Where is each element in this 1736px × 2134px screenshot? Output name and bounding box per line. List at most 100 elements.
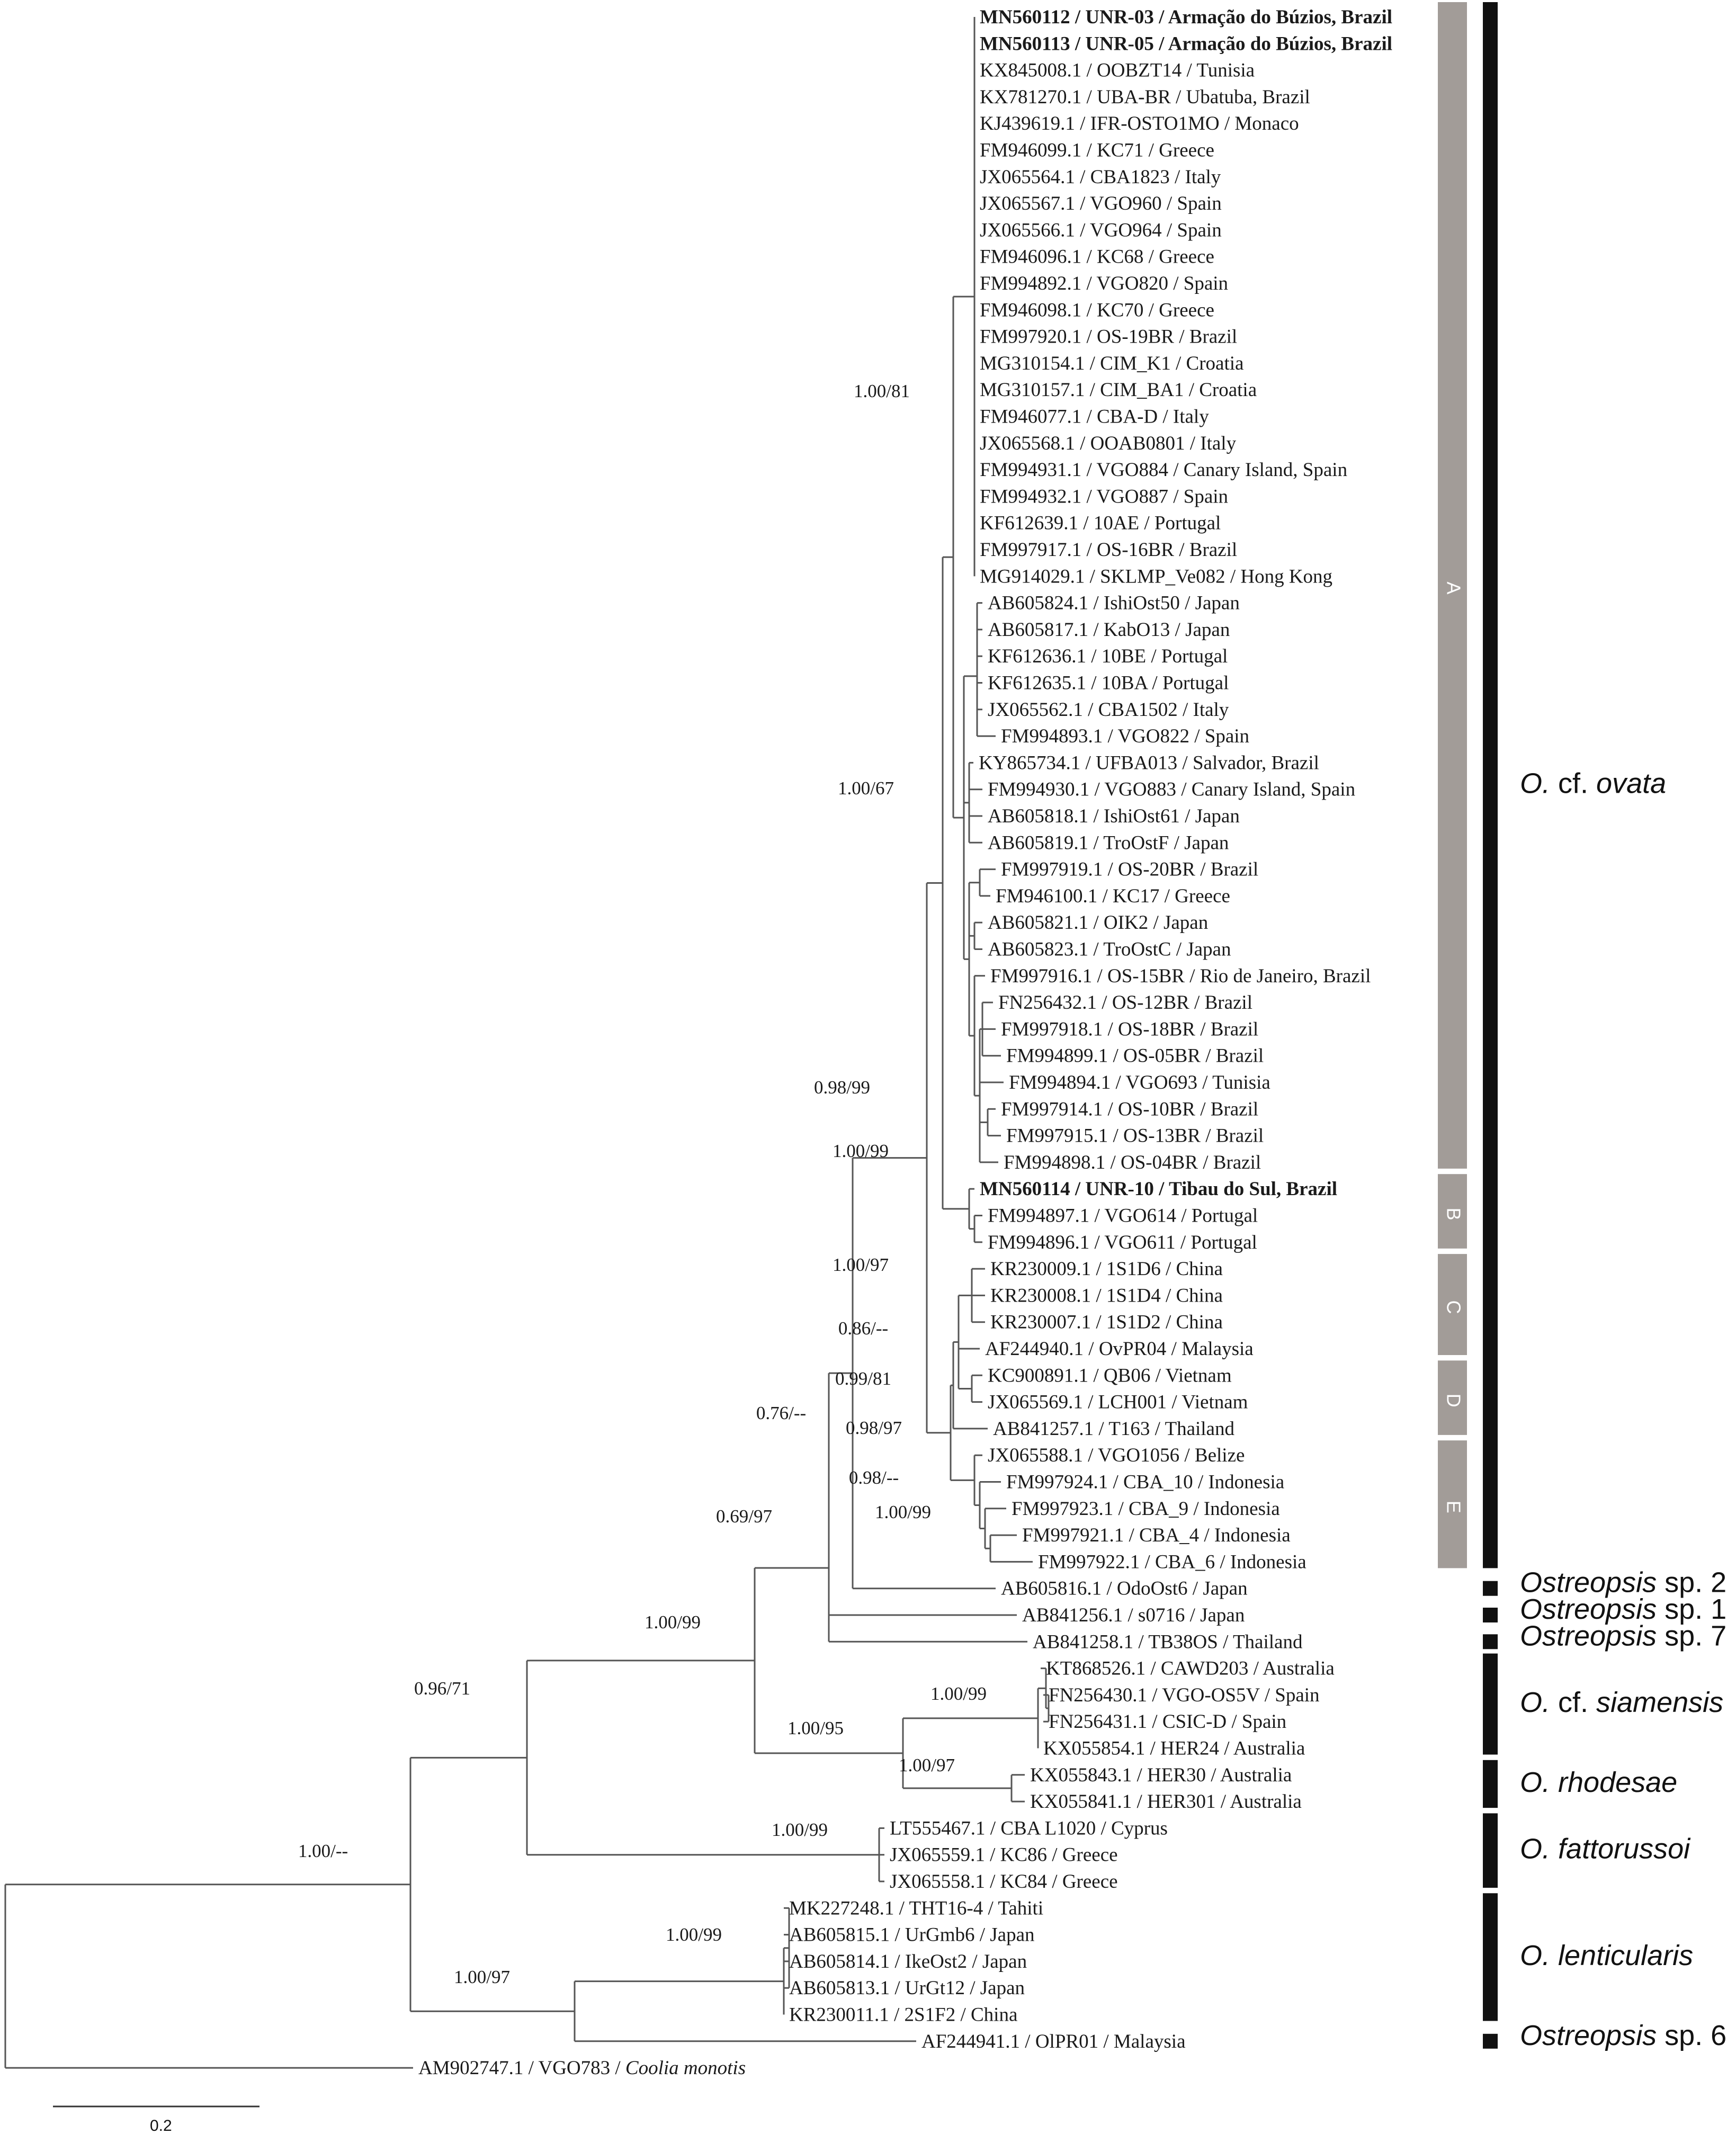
taxon-label: JX065558.1 / KC84 / Greece [890, 1871, 1118, 1893]
taxon-label: JX065567.1 / VGO960 / Spain [980, 193, 1222, 214]
taxon-label: FM994897.1 / VGO614 / Portugal [988, 1205, 1258, 1227]
group-label: Ostreopsis sp. 2 [1520, 1567, 1726, 1599]
taxon-label: AB605823.1 / TroOstC / Japan [988, 939, 1231, 961]
support-value: 1.00/99 [833, 1141, 889, 1161]
taxon-italic: Coolia monotis [625, 2057, 746, 2079]
taxon-label: KR230011.1 / 2S1F2 / China [789, 2004, 1017, 2026]
taxon-label: FM997920.1 / OS-19BR / Brazil [980, 326, 1237, 348]
taxon-label: MK227248.1 / THT16-4 / Tahiti [789, 1897, 1043, 1919]
taxon-label: FM994892.1 / VGO820 / Spain [980, 273, 1228, 294]
group-label: O. cf. ovata [1520, 768, 1666, 800]
clade-letter: D [1443, 1394, 1464, 1407]
taxon-label: FM997916.1 / OS-15BR / Rio de Janeiro, B… [990, 965, 1371, 987]
tree-branches [4, 17, 1050, 2069]
taxon-label: FM946077.1 / CBA-D / Italy [980, 406, 1209, 428]
support-value: 1.00/99 [666, 1924, 722, 1945]
taxon-label: AB841256.1 / s0716 / Japan [1022, 1604, 1245, 1626]
taxon-label: FM994930.1 / VGO883 / Canary Island, Spa… [988, 779, 1355, 801]
taxon-label: FM997915.1 / OS-13BR / Brazil [1006, 1125, 1264, 1147]
taxon-label: LT555467.1 / CBA L1020 / Cyprus [890, 1817, 1168, 1839]
taxon-label: MN560113 / UNR-05 / Armação do Búzios, B… [980, 33, 1392, 55]
group-bar [1483, 1653, 1498, 1755]
taxon-label: JX065568.1 / OOAB0801 / Italy [980, 433, 1237, 454]
taxon-label: MG310154.1 / CIM_K1 / Croatia [980, 353, 1243, 374]
taxon-label: KF612635.1 / 10BA / Portugal [988, 673, 1229, 694]
taxon-label: AB841258.1 / TB38OS / Thailand [1033, 1631, 1303, 1653]
support-value: 1.00/95 [788, 1718, 844, 1738]
group-label: Ostreopsis sp. 7 [1520, 1620, 1726, 1652]
taxon-label: FN256430.1 / VGO-OS5V / Spain [1049, 1684, 1320, 1706]
taxon-label: AB841257.1 / T163 / Thailand [993, 1418, 1234, 1440]
support-value: 0.98/99 [814, 1077, 870, 1098]
taxon-label: AF244940.1 / OvPR04 / Malaysia [985, 1338, 1254, 1360]
taxon-label: AB605819.1 / TroOstF / Japan [988, 832, 1229, 854]
taxon-label: FM997917.1 / OS-16BR / Brazil [980, 539, 1237, 561]
taxon-label: FM994894.1 / VGO693 / Tunisia [1009, 1072, 1270, 1093]
taxon-label: MN560112 / UNR-03 / Armação do Búzios, B… [980, 6, 1392, 28]
scale-bar: 0.2 [53, 2105, 259, 2134]
taxon-label: KX845008.1 / OOBZT14 / Tunisia [980, 60, 1255, 82]
clade-bar-d [1438, 1360, 1467, 1435]
taxon-label: KR230007.1 / 1S1D2 / China [990, 1312, 1223, 1333]
taxon-label: KR230008.1 / 1S1D4 / China [990, 1285, 1223, 1306]
taxon-label: FM997914.1 / OS-10BR / Brazil [1001, 1098, 1258, 1120]
support-value: 1.00/99 [875, 1502, 931, 1522]
taxon-label: KR230009.1 / 1S1D6 / China [990, 1258, 1223, 1280]
taxon-label: FM946098.1 / KC70 / Greece [980, 299, 1214, 321]
taxon-label: JX065562.1 / CBA1502 / Italy [988, 699, 1229, 721]
support-value: 0.99/81 [835, 1368, 891, 1389]
taxon-label: FM994896.1 / VGO611 / Portugal [988, 1232, 1257, 1253]
support-value: 1.00/97 [899, 1755, 955, 1776]
support-value: 0.69/97 [716, 1506, 772, 1527]
group-label: O. lenticularis [1520, 1940, 1693, 1971]
taxon-label: KX781270.1 / UBA-BR / Ubatuba, Brazil [980, 86, 1310, 108]
support-value: 1.00/99 [772, 1819, 828, 1840]
taxon-label: FM946096.1 / KC68 / Greece [980, 246, 1214, 268]
taxon-label: FM997921.1 / CBA_4 / Indonesia [1022, 1525, 1291, 1546]
taxon-label: FM997922.1 / CBA_6 / Indonesia [1038, 1551, 1307, 1573]
clade-bars: A B C D E [1438, 2, 1467, 1568]
support-value: 0.96/71 [414, 1678, 470, 1699]
support-value: 0.86/-- [838, 1318, 888, 1339]
taxon-label: MG914029.1 / SKLMP_Ve082 / Hong Kong [980, 566, 1332, 587]
support-value: 0.98/97 [846, 1418, 902, 1438]
group-label: O. cf. siamensis [1520, 1687, 1723, 1718]
taxon-label: KJ439619.1 / IFR-OSTO1MO / Monaco [980, 113, 1299, 135]
support-value: 0.76/-- [756, 1403, 806, 1423]
taxon-label: KF612639.1 / 10AE / Portugal [980, 513, 1221, 534]
taxon-label: AB605816.1 / OdoOst6 / Japan [1001, 1578, 1248, 1600]
group-bar [1483, 1608, 1498, 1622]
group-bar [1483, 1893, 1498, 2021]
taxon-label: JX065566.1 / VGO964 / Spain [980, 219, 1222, 241]
taxon-label: AB605814.1 / IkeOst2 / Japan [789, 1951, 1027, 1972]
group-label: Ostreopsis sp. 1 [1520, 1593, 1726, 1625]
taxon-label: AB605821.1 / OIK2 / Japan [988, 912, 1208, 934]
taxon-label: JX065559.1 / KC86 / Greece [890, 1844, 1118, 1866]
taxon-label: FM997924.1 / CBA_10 / Indonesia [1006, 1472, 1284, 1493]
support-value: 1.00/97 [454, 1967, 510, 1987]
taxon-label: KX055843.1 / HER30 / Australia [1030, 1764, 1292, 1786]
taxon-label: AB605818.1 / IshiOst61 / Japan [988, 805, 1240, 827]
taxon-label: FM997918.1 / OS-18BR / Brazil [1001, 1018, 1258, 1040]
scale-bar-label: 0.2 [150, 2117, 172, 2134]
taxon-label: FM997919.1 / OS-20BR / Brazil [1001, 859, 1258, 881]
taxon-label: FN256431.1 / CSIC-D / Spain [1049, 1711, 1286, 1733]
support-value: 0.98/-- [849, 1467, 899, 1488]
taxon-label: KC900891.1 / QB06 / Vietnam [988, 1365, 1232, 1386]
clade-letter: E [1443, 1501, 1464, 1513]
clade-letter: C [1443, 1301, 1464, 1314]
taxon-label: AB605815.1 / UrGmb6 / Japan [789, 1924, 1035, 1946]
taxon-label: FM994931.1 / VGO884 / Canary Island, Spa… [980, 459, 1347, 481]
clade-bar-e [1438, 1440, 1467, 1568]
taxon-label: KT868526.1 / CAWD203 / Australia [1046, 1658, 1335, 1680]
taxon-label: FM946100.1 / KC17 / Greece [996, 885, 1230, 907]
group-bar [1483, 2, 1498, 1568]
taxon-label: FM994932.1 / VGO887 / Spain [980, 486, 1228, 507]
support-value: 1.00/99 [930, 1683, 987, 1704]
group-label: O. fattorussoi [1520, 1833, 1691, 1865]
clade-bar-c [1438, 1254, 1467, 1355]
support-value: 1.00/81 [854, 381, 910, 401]
group-bar [1483, 1634, 1498, 1649]
